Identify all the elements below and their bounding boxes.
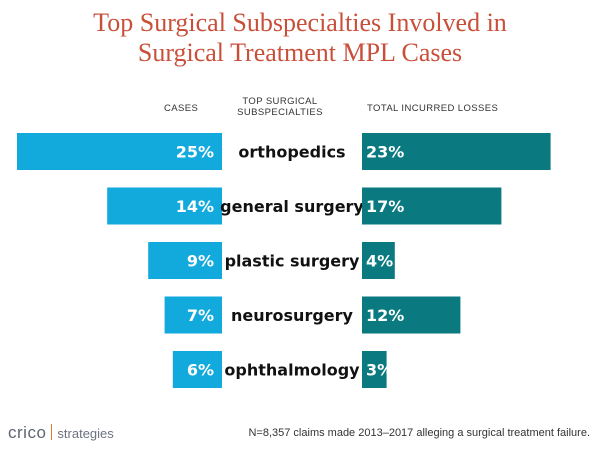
cases-value-label: 7% — [187, 306, 214, 325]
subspecialty-label: neurosurgery — [231, 306, 354, 325]
losses-bar-neurosurgery — [362, 296, 461, 334]
cases-bar-neurosurgery — [164, 296, 222, 334]
losses-value-label: 17% — [366, 197, 404, 216]
losses-value-label: 3% — [366, 361, 393, 380]
chart-title: Top Surgical Subspecialties Involved in … — [0, 8, 600, 68]
subspecialties-column-header: TOP SURGICAL SUBSPECIALTIES — [225, 96, 335, 118]
subspecialty-label: plastic surgery — [225, 252, 360, 271]
cases-bar-orthopedics — [17, 133, 222, 170]
subspecialty-label: general surgery — [220, 197, 364, 216]
subspecialties-header-line-1: TOP SURGICAL — [242, 96, 318, 107]
cases-bar-plastic-surgery — [148, 242, 222, 279]
losses-bar-general-surgery — [362, 187, 502, 225]
cases-column-header: CASES — [164, 103, 199, 114]
losses-column-header: TOTAL INCURRED LOSSES — [367, 103, 499, 114]
cases-value-label: 25% — [176, 143, 214, 162]
losses-bar-orthopedics — [362, 133, 551, 170]
logo-brand: crico — [8, 423, 47, 442]
cases-bar-ophthalmology — [172, 351, 222, 388]
losses-bar-plastic-surgery — [362, 242, 395, 279]
logo-subtitle: strategies — [57, 426, 114, 441]
chart-title-line-2: Surgical Treatment MPL Cases — [137, 38, 463, 67]
losses-value-label: 23% — [366, 143, 404, 162]
cases-bar-general-surgery — [107, 187, 222, 225]
chart-title-line-1: Top Surgical Subspecialties Involved in — [93, 8, 507, 37]
subspecialty-label: ophthalmology — [224, 361, 360, 380]
crico-strategies-logo: crico strategies — [8, 423, 114, 443]
subspecialties-header-line-2: SUBSPECIALTIES — [237, 107, 323, 118]
losses-value-label: 12% — [366, 306, 404, 325]
losses-bar-ophthalmology — [362, 351, 387, 388]
cases-value-label: 9% — [187, 252, 214, 271]
cases-value-label: 14% — [176, 197, 214, 216]
logo-separator — [51, 424, 53, 440]
footnote: N=8,357 claims made 2013–2017 alleging a… — [248, 427, 590, 439]
losses-value-label: 4% — [366, 252, 393, 271]
cases-value-label: 6% — [187, 361, 214, 380]
subspecialty-label: orthopedics — [238, 143, 345, 162]
